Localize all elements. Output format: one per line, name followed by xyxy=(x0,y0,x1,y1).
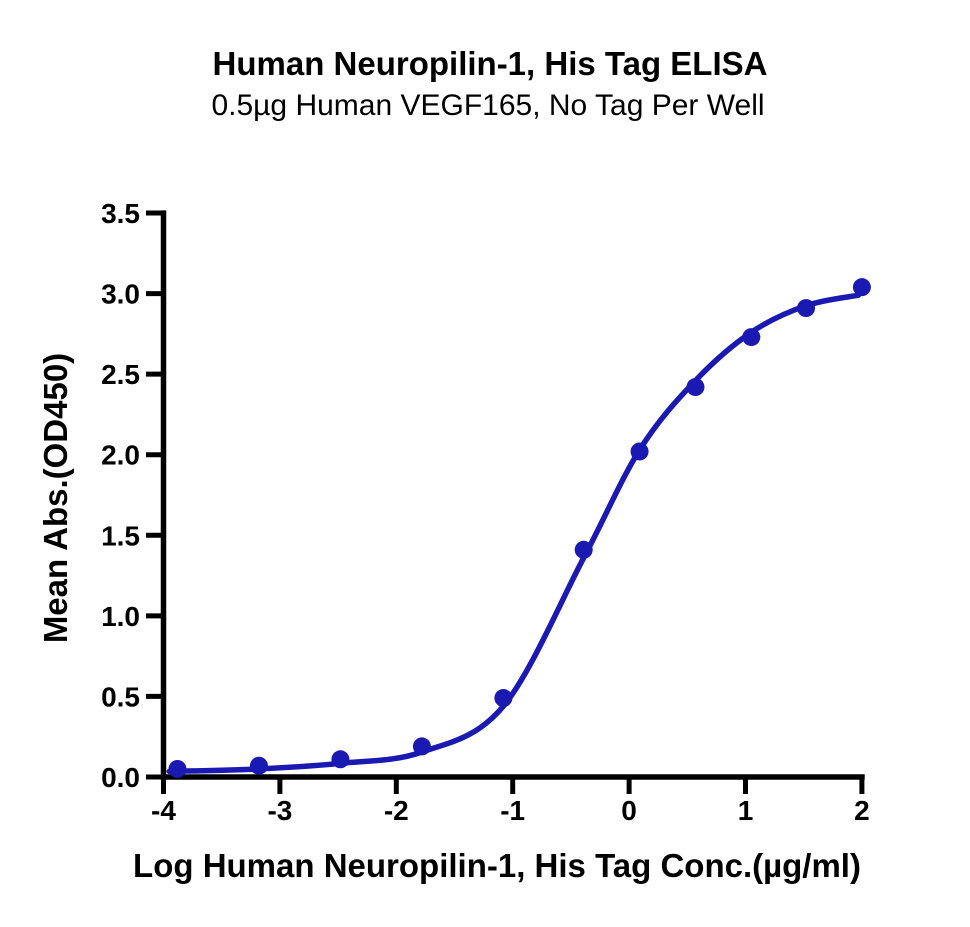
x-tick-label: 2 xyxy=(854,795,870,826)
x-tick-label: -3 xyxy=(267,795,292,826)
y-tick-label: 3.0 xyxy=(101,279,140,310)
x-tick-label: -4 xyxy=(151,795,176,826)
fit-curve xyxy=(166,292,862,775)
data-point xyxy=(494,689,513,708)
y-tick-label: 2.0 xyxy=(101,440,140,471)
data-point xyxy=(852,278,871,297)
x-tick-label: 1 xyxy=(738,795,754,826)
y-tick-label: 0.0 xyxy=(101,762,140,793)
y-tick-label: 3.5 xyxy=(101,198,140,229)
y-tick-label: 1.5 xyxy=(101,520,140,551)
data-point xyxy=(742,328,761,347)
chart-subtitle: 0.5µg Human VEGF165, No Tag Per Well xyxy=(211,89,765,122)
x-axis-title: Log Human Neuropilin-1, His Tag Conc.(µg… xyxy=(133,847,861,884)
data-point xyxy=(686,378,705,397)
data-point xyxy=(412,737,431,756)
y-tick-label: 2.5 xyxy=(101,359,140,390)
data-point xyxy=(331,750,350,769)
data-point xyxy=(249,756,268,775)
x-tick-label: 0 xyxy=(621,795,637,826)
data-point xyxy=(797,299,816,318)
x-tick-label: -2 xyxy=(384,795,409,826)
x-tick-label: -1 xyxy=(500,795,525,826)
data-point xyxy=(574,540,593,559)
data-point xyxy=(630,442,649,461)
chart-title: Human Neuropilin-1, His Tag ELISA xyxy=(212,45,768,82)
data-point xyxy=(168,759,187,778)
y-tick-label: 0.5 xyxy=(101,681,140,712)
y-tick-label: 1.0 xyxy=(101,601,140,632)
